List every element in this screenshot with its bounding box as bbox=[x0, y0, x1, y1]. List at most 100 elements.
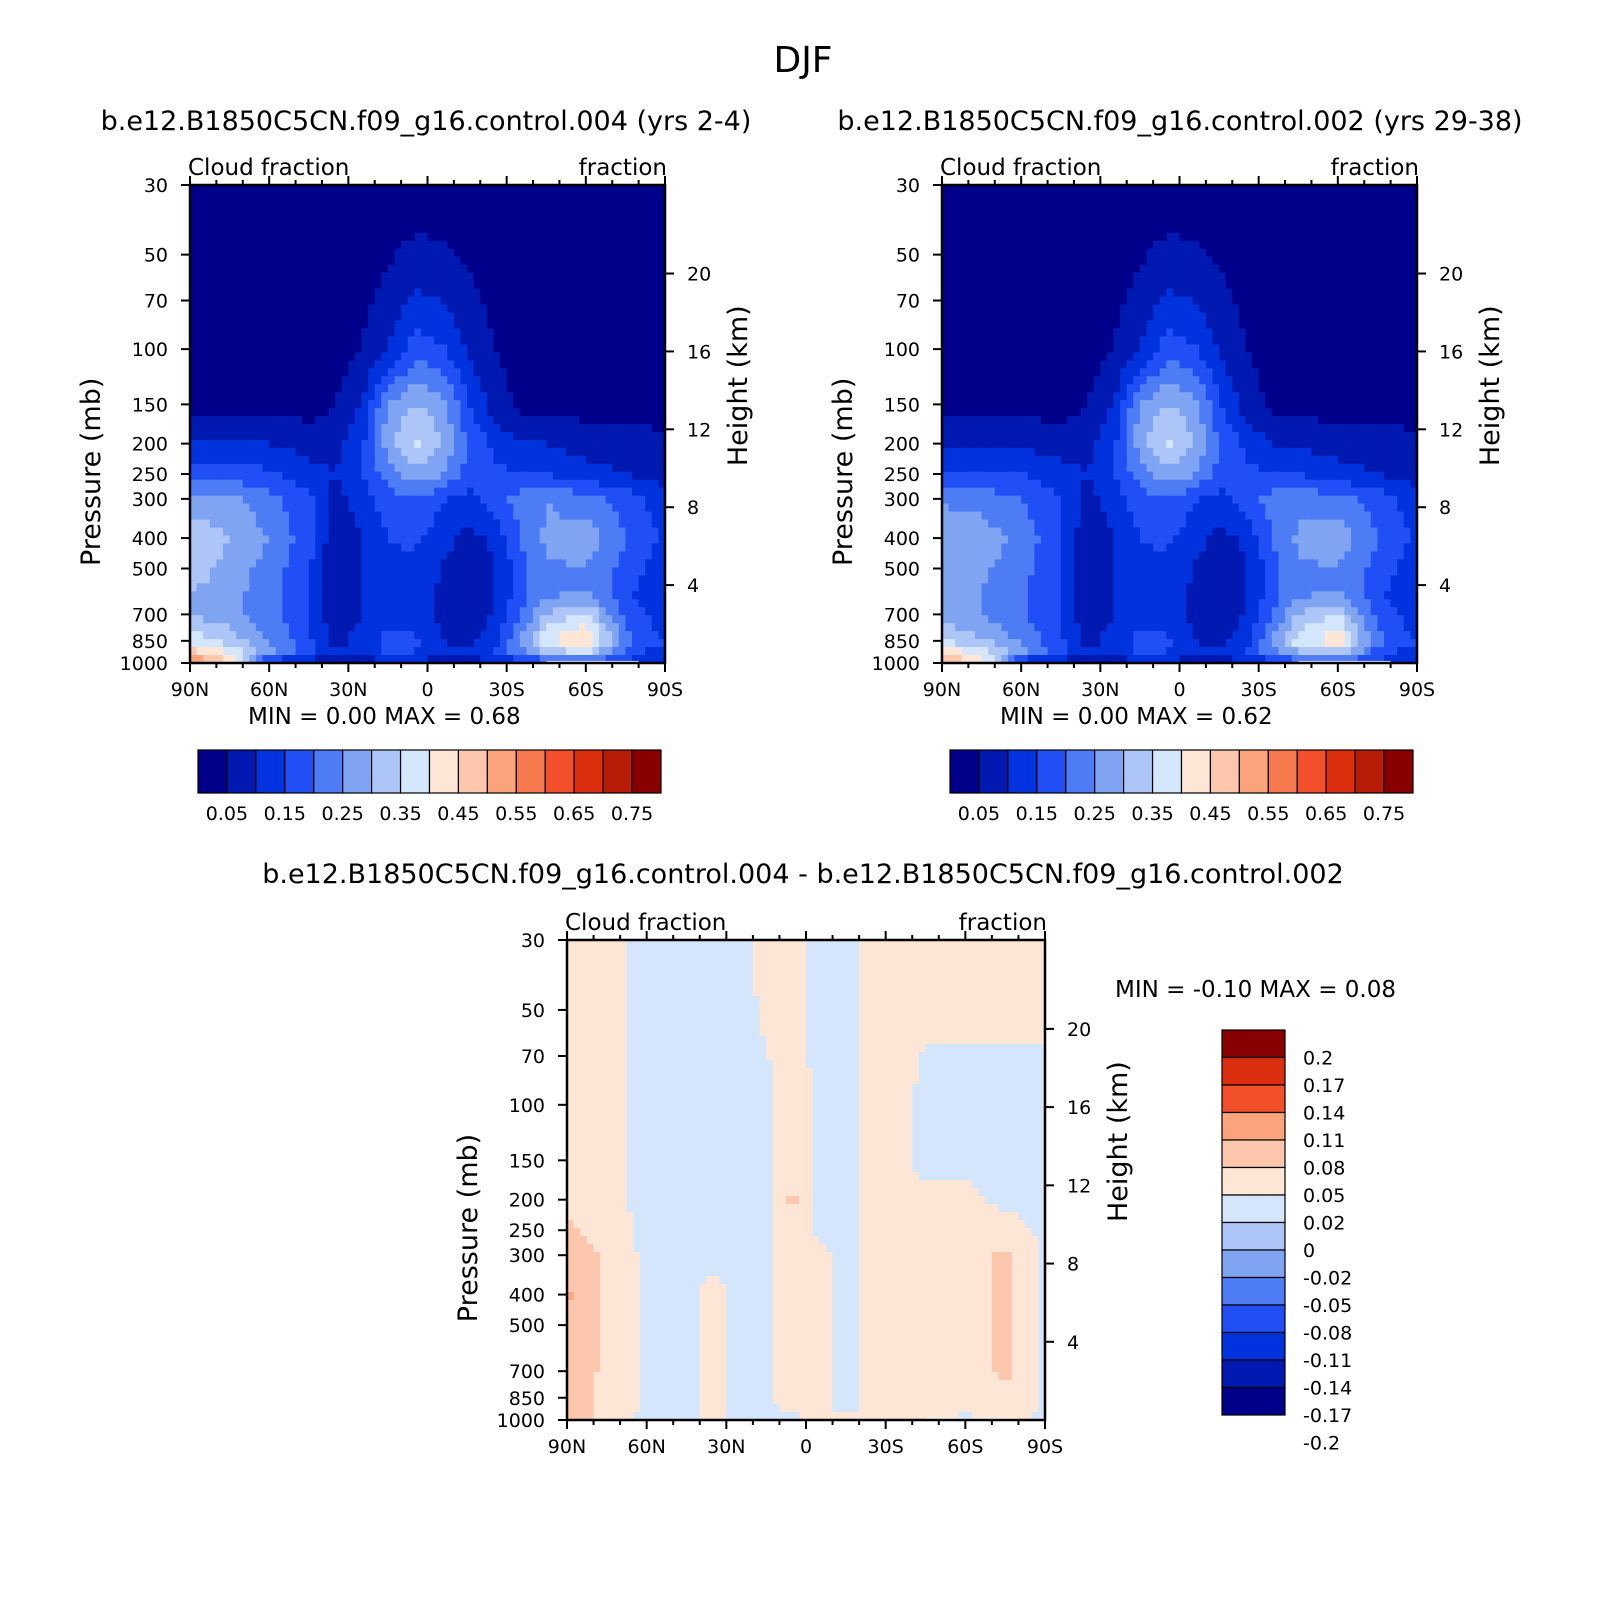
contour-cell bbox=[368, 439, 376, 449]
contour-cell bbox=[242, 543, 250, 553]
contour-cell bbox=[222, 400, 231, 409]
contour-cell bbox=[572, 200, 580, 210]
contour-cell bbox=[599, 264, 607, 274]
contour-cell bbox=[348, 487, 356, 497]
contour-cell bbox=[539, 543, 547, 553]
contour-cell bbox=[216, 455, 224, 465]
contour-cell bbox=[308, 599, 316, 608]
contour-cell bbox=[460, 551, 468, 561]
contour-cell bbox=[1384, 185, 1392, 194]
contour-cell bbox=[269, 192, 277, 202]
contour-cell bbox=[341, 471, 349, 481]
contour-cell bbox=[632, 200, 640, 210]
contour-cell bbox=[288, 288, 297, 298]
contour-cell bbox=[1100, 200, 1108, 210]
contour-cell bbox=[625, 615, 633, 624]
contour-cell bbox=[645, 368, 653, 377]
contour-cell bbox=[645, 224, 653, 234]
contour-cell bbox=[1054, 240, 1062, 250]
contour-cell bbox=[229, 631, 237, 640]
contour-cell bbox=[1357, 200, 1365, 210]
contour-cell bbox=[632, 384, 640, 393]
contour-cell bbox=[222, 256, 231, 266]
contour-cell bbox=[1364, 185, 1372, 194]
contour-cell bbox=[249, 368, 257, 377]
contour-cell bbox=[1133, 208, 1141, 218]
contour-cell bbox=[387, 320, 396, 329]
contour-cell bbox=[612, 647, 620, 656]
contour-cell bbox=[216, 527, 224, 537]
contour-cell bbox=[255, 200, 264, 210]
contour-cell bbox=[427, 511, 435, 521]
contour-cell bbox=[539, 439, 547, 449]
contour-cell bbox=[269, 535, 277, 545]
contour-cell bbox=[513, 240, 521, 250]
contour-cell bbox=[308, 400, 316, 409]
contour-cell bbox=[427, 416, 435, 425]
contour-cell bbox=[335, 511, 343, 521]
contour-cell bbox=[480, 296, 488, 306]
contour-cell bbox=[420, 208, 429, 218]
contour-cell bbox=[321, 495, 330, 505]
contour-cell bbox=[526, 304, 534, 314]
contour-cell bbox=[414, 296, 422, 306]
contour-cell bbox=[341, 511, 349, 521]
contour-cell bbox=[658, 392, 666, 401]
contour-cell bbox=[605, 336, 613, 345]
contour-cell bbox=[420, 487, 429, 497]
contour-cell bbox=[368, 336, 376, 345]
contour-cell bbox=[216, 647, 224, 656]
contour-cell bbox=[190, 248, 198, 258]
contour-cell bbox=[618, 368, 627, 377]
y-tick-label: 850 bbox=[132, 631, 168, 653]
contour-cell bbox=[288, 551, 297, 561]
contour-cell bbox=[203, 479, 211, 489]
contour-cell bbox=[1205, 216, 1214, 226]
contour-cell bbox=[302, 567, 310, 576]
contour-cell bbox=[539, 344, 547, 353]
contour-cell bbox=[427, 463, 435, 473]
contour-cell bbox=[302, 503, 310, 513]
contour-cell bbox=[407, 185, 415, 194]
contour-cell bbox=[460, 185, 468, 194]
contour-cell bbox=[453, 368, 462, 377]
contour-cell bbox=[473, 447, 481, 457]
contour-cell bbox=[618, 185, 627, 194]
contour-cell bbox=[486, 535, 495, 545]
contour-cell bbox=[460, 575, 468, 584]
contour-cell bbox=[599, 527, 607, 537]
contour-cell bbox=[368, 463, 376, 473]
contour-cell bbox=[288, 535, 297, 545]
contour-cell bbox=[368, 200, 376, 210]
contour-cell bbox=[275, 551, 283, 561]
contour-cell bbox=[539, 304, 547, 314]
contour-cell bbox=[414, 623, 422, 632]
contour-cell bbox=[988, 208, 996, 218]
contour-cell bbox=[519, 272, 528, 282]
contour-cell bbox=[638, 408, 646, 417]
contour-cell bbox=[348, 360, 356, 369]
contour-cell bbox=[401, 352, 409, 361]
contour-cell bbox=[222, 599, 231, 608]
contour-cell bbox=[1034, 200, 1042, 210]
contour-cell bbox=[1318, 192, 1326, 202]
contour-cell bbox=[500, 535, 508, 545]
contour-cell bbox=[533, 232, 541, 242]
contour-cell bbox=[328, 551, 336, 561]
contour-cell bbox=[447, 368, 455, 377]
contour-cell bbox=[434, 232, 442, 242]
contour-cell bbox=[658, 296, 666, 306]
contour-cell bbox=[275, 200, 283, 210]
contour-cell bbox=[308, 296, 316, 306]
contour-cell bbox=[480, 424, 488, 433]
contour-cell bbox=[599, 376, 607, 385]
contour-cell bbox=[460, 455, 468, 465]
contour-cell bbox=[559, 232, 567, 242]
contour-cell bbox=[229, 288, 237, 298]
contour-cell bbox=[467, 304, 475, 314]
contour-cell bbox=[1047, 192, 1055, 202]
contour-cell bbox=[401, 232, 409, 242]
contour-cell bbox=[486, 384, 495, 393]
contour-cell bbox=[262, 575, 270, 584]
contour-cell bbox=[605, 599, 613, 608]
